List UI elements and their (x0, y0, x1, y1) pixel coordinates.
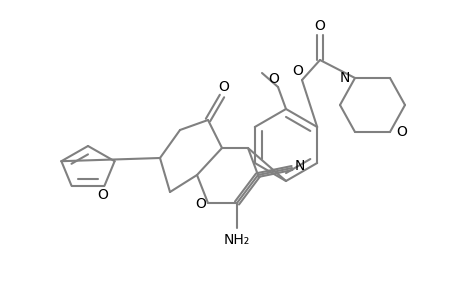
Text: O: O (195, 197, 206, 211)
Text: O: O (97, 188, 108, 202)
Text: O: O (395, 125, 406, 139)
Text: O: O (314, 19, 325, 33)
Text: O: O (268, 72, 279, 86)
Text: N: N (339, 71, 349, 85)
Text: NH₂: NH₂ (224, 233, 250, 247)
Text: O: O (218, 80, 229, 94)
Text: O: O (292, 64, 303, 78)
Text: N: N (294, 159, 304, 173)
